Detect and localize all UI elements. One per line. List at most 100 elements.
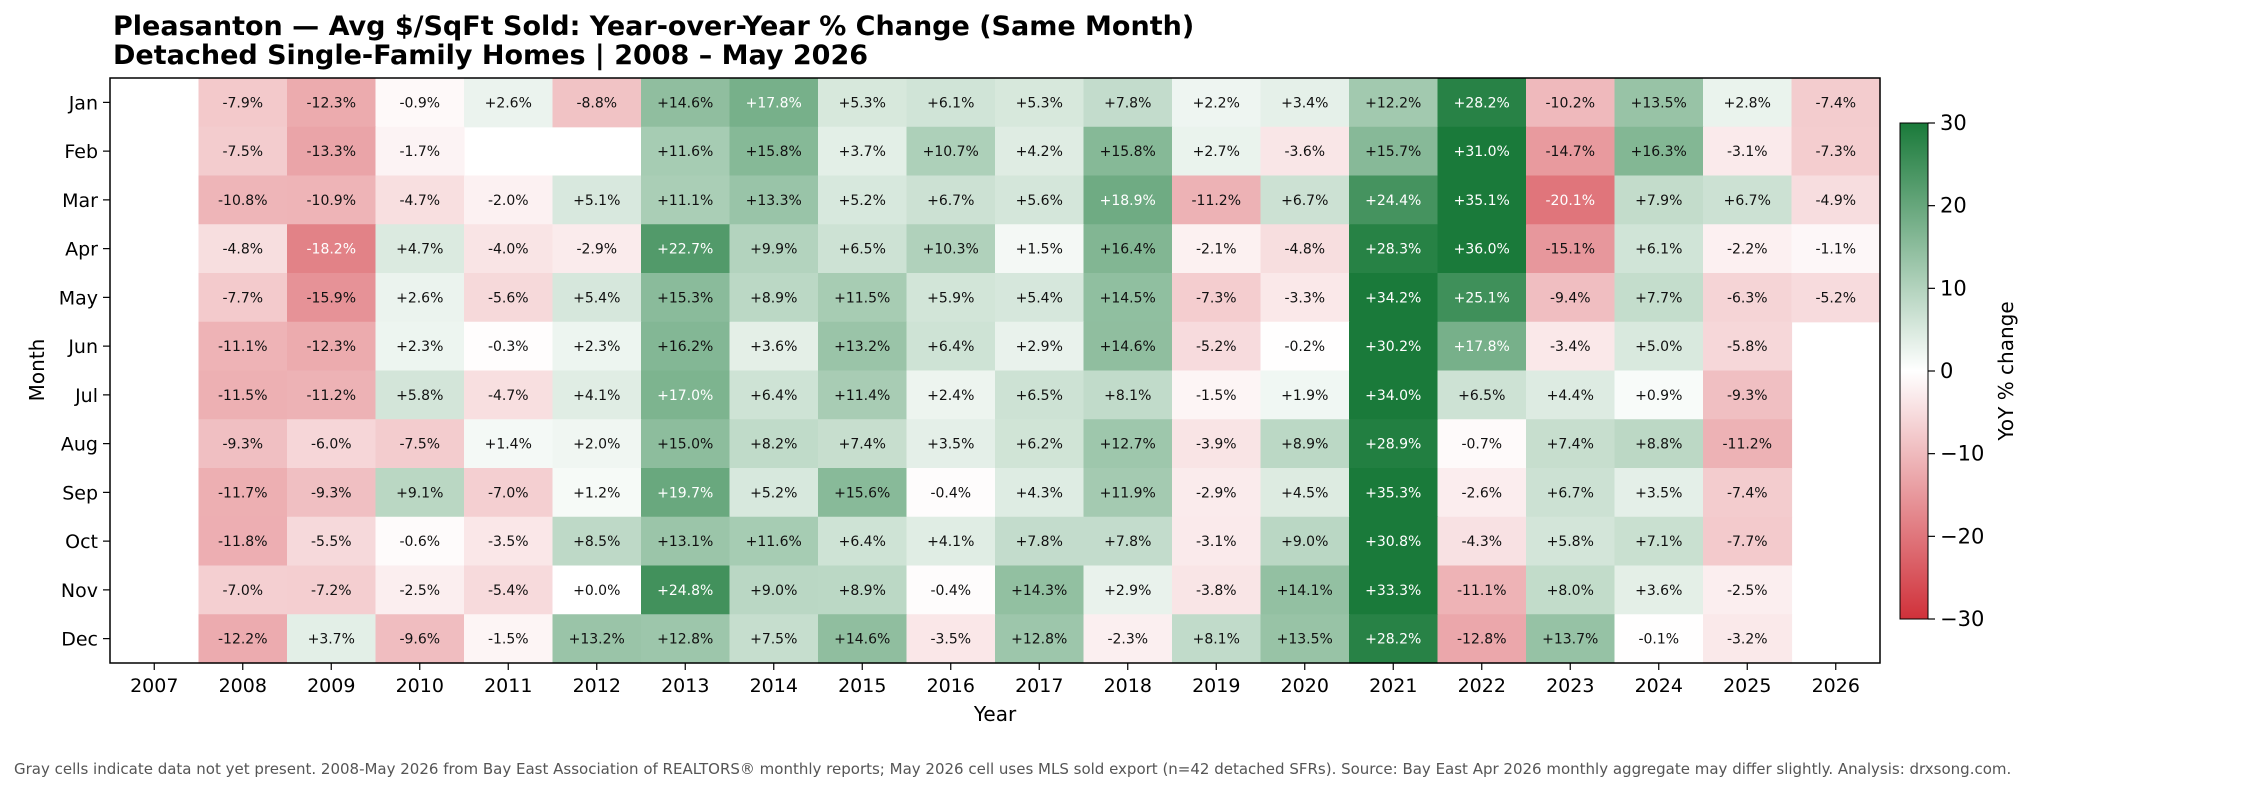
cell-label: -11.8% <box>218 534 268 550</box>
heatmap-cell <box>464 175 554 225</box>
cell-label: -20.1% <box>1545 193 1595 209</box>
cell-label: +3.6% <box>750 339 797 355</box>
heatmap-cell <box>1703 565 1793 615</box>
heatmap-cell <box>1614 516 1704 567</box>
heatmap-cell <box>1172 614 1262 664</box>
cell-label: +18.9% <box>1100 193 1156 209</box>
heatmap-cell <box>906 468 996 518</box>
heatmap-cell <box>729 614 819 664</box>
heatmap-cell <box>464 468 554 518</box>
heatmap-cell <box>1526 516 1616 567</box>
x-tick-label: 2026 <box>1812 675 1860 697</box>
cell-label: -15.1% <box>1545 242 1595 258</box>
heatmap-cell <box>1349 78 1439 128</box>
cell-label: -0.4% <box>930 583 971 599</box>
colorbar-tick-label: 30 <box>1940 111 1967 135</box>
heatmap-cell <box>1172 78 1262 128</box>
cell-label: +16.2% <box>657 339 713 355</box>
heatmap-cell <box>1614 78 1704 128</box>
heatmap-cell <box>1172 565 1262 615</box>
y-tick-label: Oct <box>65 531 98 553</box>
heatmap-cell <box>729 78 819 128</box>
heatmap-cell <box>641 126 731 177</box>
cell-label: +19.7% <box>657 485 713 501</box>
x-tick-label: 2021 <box>1369 675 1417 697</box>
cell-label: +5.0% <box>1635 339 1682 355</box>
heatmap-cell <box>1703 614 1793 664</box>
cell-label: -2.2% <box>1727 242 1768 258</box>
heatmap-cell <box>1349 516 1439 567</box>
cell-label: -11.7% <box>218 485 268 501</box>
y-tick-label: Nov <box>61 580 98 602</box>
cell-label: -3.2% <box>1727 632 1768 648</box>
cell-label: +5.8% <box>1547 534 1594 550</box>
cell-label: +28.2% <box>1454 95 1510 111</box>
heatmap-cell <box>729 468 819 518</box>
heatmap-cell <box>1526 126 1616 177</box>
cell-label: +3.7% <box>308 632 355 648</box>
colorbar-tick-label: −30 <box>1940 607 1984 631</box>
heatmap-cell <box>1083 321 1173 372</box>
heatmap-cell <box>818 468 908 518</box>
heatmap-cell <box>641 78 731 128</box>
x-tick-label: 2010 <box>396 675 444 697</box>
heatmap-cell <box>906 419 996 469</box>
heatmap-cell <box>287 565 377 615</box>
x-tick-label: 2013 <box>661 675 709 697</box>
heatmap-cell <box>1703 516 1793 567</box>
cell-label: +1.4% <box>485 437 532 453</box>
heatmap-cell <box>1437 78 1527 128</box>
heatmap-cell <box>1349 468 1439 518</box>
heatmap-cell <box>906 565 996 615</box>
x-tick-label: 2017 <box>1015 675 1063 697</box>
heatmap-cell <box>1703 321 1793 372</box>
heatmap-cell <box>287 273 377 323</box>
cell-label: +12.2% <box>1365 95 1421 111</box>
cell-label: +7.8% <box>1104 534 1151 550</box>
x-tick-label: 2023 <box>1546 675 1594 697</box>
cell-label: +12.7% <box>1100 437 1156 453</box>
cell-label: +15.7% <box>1365 144 1421 160</box>
heatmap-cell <box>1437 419 1527 469</box>
cell-label: +6.5% <box>839 242 886 258</box>
heatmap-cell <box>995 78 1085 128</box>
y-tick-label: Jun <box>67 336 98 358</box>
heatmap-cell <box>818 370 908 420</box>
heatmap-cell <box>1791 273 1881 323</box>
heatmap-cell <box>1614 419 1704 469</box>
heatmap-cell <box>1703 175 1793 225</box>
heatmap-cell <box>1083 224 1173 274</box>
cell-label: +5.4% <box>1016 290 1063 306</box>
cell-label: -0.1% <box>1638 632 1679 648</box>
cell-label: -0.2% <box>1284 339 1325 355</box>
cell-label: -2.5% <box>1727 583 1768 599</box>
cell-label: -13.3% <box>306 144 356 160</box>
heatmap-cell <box>287 175 377 225</box>
heatmap-cell <box>1172 224 1262 274</box>
heatmap-cell <box>1172 516 1262 567</box>
heatmap-cell <box>375 516 465 567</box>
cell-label: +11.5% <box>834 290 890 306</box>
cell-label: -11.2% <box>1722 437 1772 453</box>
heatmap-cell <box>464 370 554 420</box>
cell-label: +15.0% <box>657 437 713 453</box>
y-tick-label: Dec <box>61 629 98 651</box>
cell-label: +13.2% <box>569 632 625 648</box>
cell-label: -7.3% <box>1815 144 1856 160</box>
cell-label: +16.3% <box>1631 144 1687 160</box>
cell-label: +28.9% <box>1365 437 1421 453</box>
cell-label: +10.3% <box>923 242 979 258</box>
heatmap-cell <box>1703 126 1793 177</box>
heatmap-cell <box>1526 614 1616 664</box>
heatmap-cell <box>375 468 465 518</box>
heatmap-cell <box>906 321 996 372</box>
heatmap-cell <box>729 370 819 420</box>
cell-label: +3.4% <box>1281 95 1328 111</box>
heatmap-cell <box>375 273 465 323</box>
cell-label: +4.4% <box>1547 388 1594 404</box>
cell-label: +14.6% <box>1100 339 1156 355</box>
heatmap-cell <box>375 370 465 420</box>
cell-label: +8.8% <box>1635 437 1682 453</box>
cell-label: -2.3% <box>1107 632 1148 648</box>
cell-label: +5.1% <box>573 193 620 209</box>
